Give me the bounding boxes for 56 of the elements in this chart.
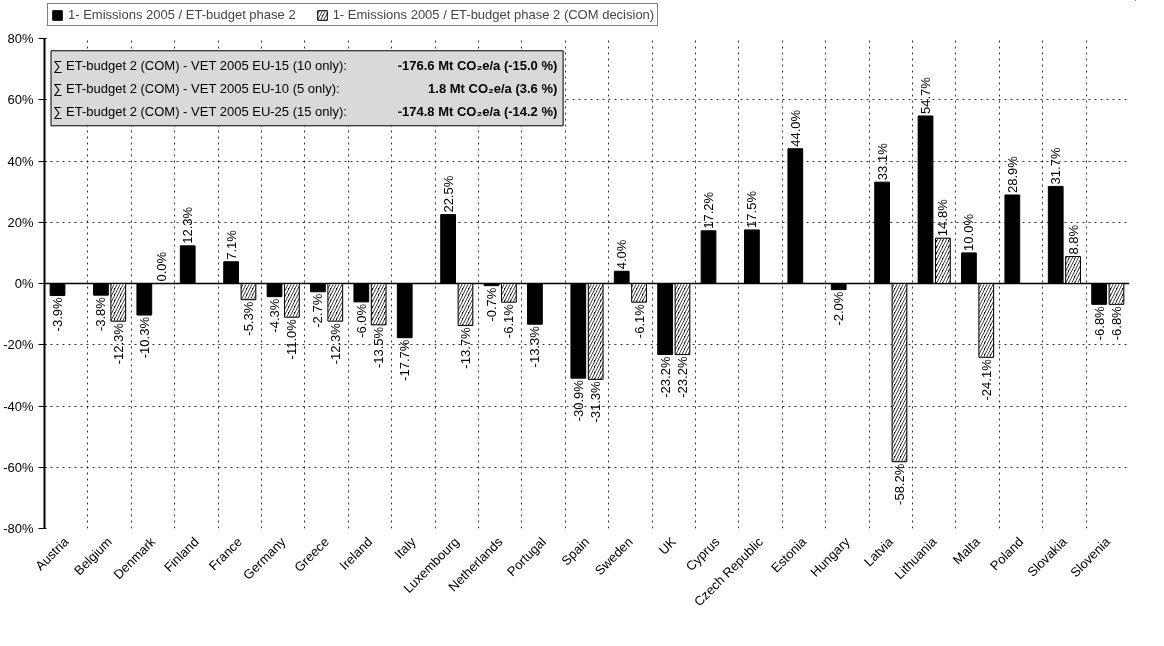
- x-tick-label: UK: [655, 533, 680, 558]
- y-tick-label: -20%: [3, 337, 34, 353]
- data-label: -4.3%: [267, 298, 283, 333]
- text: ∑ ET-budget 2 (COM) - VET 2005 EU-10 (5 only): 1.8 Mt CO₂e/a (3.6 %): [53, 80, 558, 96]
- data-label: -6.1%: [501, 303, 517, 339]
- y-tick-label: 80%: [7, 31, 34, 46]
- data-label: 10.0%: [961, 213, 977, 251]
- data-label: -23.2%: [674, 356, 690, 398]
- legend-label: 1- Emissions 2005 / ET-budget phase 2 (COM decision): [332, 7, 655, 22]
- data-label: 33.1%: [874, 142, 890, 181]
- y-tick-label: -60%: [3, 459, 34, 475]
- text: ∑ ET-budget 2 (COM) - VET 2005 EU-25 (15 only): -174.8 Mt CO₂e/a (-14.2 %): [53, 103, 558, 119]
- y-tick-label: 40%: [7, 153, 34, 169]
- data-label: -6.1%: [631, 303, 647, 339]
- legend-label: 1- Emissions 2005 / ET-budget phase 2: [68, 7, 296, 22]
- data-label: 4.0%: [614, 239, 630, 270]
- data-label: -2.7%: [310, 293, 326, 328]
- data-label: -10.3%: [136, 316, 152, 359]
- text: ∑ ET-budget 2 (COM) - VET 2005 EU-15 (10 only): -176.6 Mt CO₂e/a (-15.0 %): [53, 57, 558, 73]
- data-label: -6.0%: [353, 303, 369, 338]
- data-label: -12.3%: [110, 322, 126, 365]
- data-label: 14.8%: [935, 198, 951, 237]
- data-label: 0.0%: [154, 251, 170, 282]
- data-label: -2.0%: [831, 291, 847, 326]
- data-label: -3.8%: [93, 296, 109, 332]
- y-tick-label: 60%: [7, 92, 34, 108]
- data-label: -6.8%: [1108, 305, 1124, 341]
- data-label: -5.3%: [240, 301, 256, 336]
- data-label: -13.3%: [527, 325, 543, 368]
- data-label: 28.9%: [1004, 155, 1020, 193]
- data-label: -0.7%: [484, 287, 500, 322]
- data-label: 8.8%: [1065, 224, 1081, 255]
- data-label: 17.2%: [701, 191, 717, 229]
- data-label: 31.7%: [1048, 147, 1064, 185]
- y-tick-label: -80%: [3, 521, 34, 536]
- data-label: 22.5%: [440, 175, 456, 213]
- data-label: 44.0%: [787, 109, 803, 147]
- data-label: 17.5%: [744, 190, 760, 228]
- data-label: -13.7%: [457, 327, 473, 369]
- data-label: 12.3%: [180, 206, 196, 244]
- y-tick-label: 20%: [7, 214, 34, 230]
- data-label: -12.3%: [327, 322, 343, 365]
- data-label: -17.7%: [397, 339, 413, 381]
- y-tick-label: -40%: [3, 398, 34, 414]
- y-tick-label: 0%: [14, 276, 34, 291]
- data-label: -58.2%: [891, 463, 907, 505]
- data-label: -23.2%: [657, 356, 673, 398]
- data-label: -3.9%: [50, 297, 66, 332]
- data-label: -24.1%: [978, 358, 994, 401]
- data-label: 54.7%: [918, 76, 934, 114]
- data-label: -31.3%: [588, 380, 604, 423]
- data-label: -6.8%: [1091, 305, 1107, 341]
- data-label: -30.9%: [570, 379, 586, 422]
- data-label: -13.5%: [371, 326, 387, 369]
- data-label: -11.0%: [284, 318, 300, 360]
- data-label: 7.1%: [223, 229, 239, 260]
